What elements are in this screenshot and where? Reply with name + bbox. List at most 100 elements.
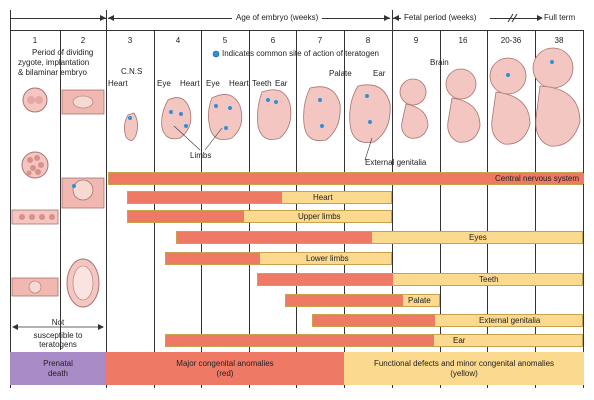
bar-label: Palate: [408, 296, 431, 305]
sep-7-8: [344, 30, 345, 388]
prenatal-death-line: death: [47, 368, 68, 378]
sep-5-6: [249, 30, 250, 388]
heart-label: Heart: [108, 79, 128, 88]
sep-9-16: [440, 30, 441, 388]
ear-label: Ear: [275, 79, 288, 88]
functional-defects-cell: Functional defects and minor congenital …: [344, 352, 584, 385]
brain-label: Brain: [430, 58, 449, 67]
bar-label: External genitalia: [479, 316, 541, 325]
sep-4-5: [201, 30, 202, 388]
bar-label: Central nervous system: [495, 174, 580, 183]
functional-defects-line: (yellow): [450, 368, 478, 378]
major-sensitivity-segment: [286, 295, 403, 306]
bar-label: Ear: [453, 336, 466, 345]
week-label: 6: [270, 36, 276, 45]
sensitivity-bar: External genitalia: [312, 314, 583, 327]
major-sensitivity-segment: [258, 274, 393, 285]
major-sensitivity-segment: [177, 232, 372, 243]
minor-sensitivity-segment: [434, 335, 582, 346]
embryo-week4-icon: [161, 97, 192, 140]
major-sensitivity-segment: [166, 253, 260, 264]
grid-right-border: [583, 30, 584, 388]
minor-sensitivity-segment: [282, 192, 391, 203]
sensitivity-bar: Ear: [165, 334, 583, 347]
major-anomalies-cell: Major congenital anomalies (red): [106, 352, 344, 385]
grid-left-border: [10, 10, 11, 388]
minor-sensitivity-segment: [435, 315, 582, 326]
age-of-embryo-label: Age of embryo (weeks): [236, 13, 319, 22]
minor-sensitivity-segment: [403, 295, 439, 306]
sensitivity-bar: Lower limbs: [165, 252, 392, 265]
sep-6-7: [296, 30, 297, 388]
heart-label: Heart: [180, 79, 200, 88]
full-term-label: Full term: [544, 13, 576, 22]
sep-16-20: [487, 30, 488, 388]
embryo-week3-icon: [124, 112, 138, 141]
sep-8-9: [392, 10, 393, 388]
fetus-week38-icon: [532, 47, 581, 147]
eye-label: Eye: [157, 79, 171, 88]
week-label: 2: [80, 36, 86, 45]
major-sensitivity-segment: [166, 335, 434, 346]
week-label: 9: [413, 36, 419, 45]
bar-label: Lower limbs: [306, 254, 349, 263]
functional-defects-line: Functional defects and minor congenital …: [373, 358, 555, 368]
week-label: 3: [127, 36, 133, 45]
embryo-week7-icon: [303, 86, 341, 142]
header-arrow-early: [10, 18, 106, 19]
major-sensitivity-segment: [109, 173, 584, 184]
bar-label: Eyes: [469, 233, 487, 242]
early-period-line: Period of dividing: [32, 48, 94, 57]
major-anomalies-line: Major congenital anomalies: [176, 358, 274, 368]
minor-sensitivity-segment: [372, 232, 582, 243]
week-label: 20-36: [500, 36, 522, 45]
week-label: 8: [365, 36, 371, 45]
cns-label: C.N.S: [121, 67, 143, 76]
teeth-label: Teeth: [252, 79, 272, 88]
sensitivity-bar: Upper limbs: [127, 210, 392, 223]
week-label: 38: [554, 36, 564, 45]
embryo-week8-icon: [349, 84, 391, 143]
ear-label: Ear: [373, 69, 386, 78]
prenatal-death-line: Prenatal: [43, 358, 73, 368]
external-genitalia-label: External genitalia: [365, 158, 427, 167]
sensitivity-bar: Palate: [285, 294, 440, 307]
early-period-line: & bilaminar embryo: [18, 68, 87, 77]
week-label: 16: [458, 36, 468, 45]
not-susceptible-line: teratogens: [39, 340, 77, 349]
eye-label: Eye: [206, 79, 220, 88]
embryo-week5-icon: [208, 94, 243, 141]
week-label: 5: [222, 36, 228, 45]
fetus-week16-icon: [445, 68, 481, 143]
sensitivity-bar: Eyes: [176, 231, 583, 244]
sensitivity-bar: Central nervous system: [108, 172, 584, 185]
teratogen-dot-icon: [212, 50, 220, 58]
minor-sensitivity-segment: [244, 211, 391, 222]
bar-label: Heart: [313, 193, 333, 202]
grid-top-border: [10, 30, 584, 31]
sep-3-4: [154, 30, 155, 388]
major-anomalies-line: (red): [216, 368, 234, 378]
early-period-line: zygote, implantation: [18, 58, 90, 67]
palate-label: Palate: [329, 69, 352, 78]
bar-label: Upper limbs: [298, 212, 341, 221]
heart-label: Heart: [229, 79, 249, 88]
embryo-illustrations: [11, 47, 581, 330]
week-label: 7: [317, 36, 323, 45]
minor-sensitivity-segment: [393, 274, 582, 285]
implantation-icon: [61, 89, 105, 308]
minor-sensitivity-segment: [260, 253, 391, 264]
sep-2-3: [106, 10, 107, 388]
header-arrowheads: [100, 13, 543, 23]
limbs-label: Limbs: [190, 151, 212, 160]
major-sensitivity-segment: [128, 192, 282, 203]
header-arrow-fetal-right: [490, 18, 540, 19]
header-arrow-embryo-right: [322, 18, 390, 19]
header-arrow-embryo-left: [108, 18, 232, 19]
sensitivity-bar: Heart: [127, 191, 392, 204]
embryo-week6-icon: [257, 89, 292, 140]
major-sensitivity-segment: [313, 315, 435, 326]
fetal-period-label: Fetal period (weeks): [404, 13, 477, 22]
legend-label: Indicates common site of action of terat…: [222, 49, 379, 58]
